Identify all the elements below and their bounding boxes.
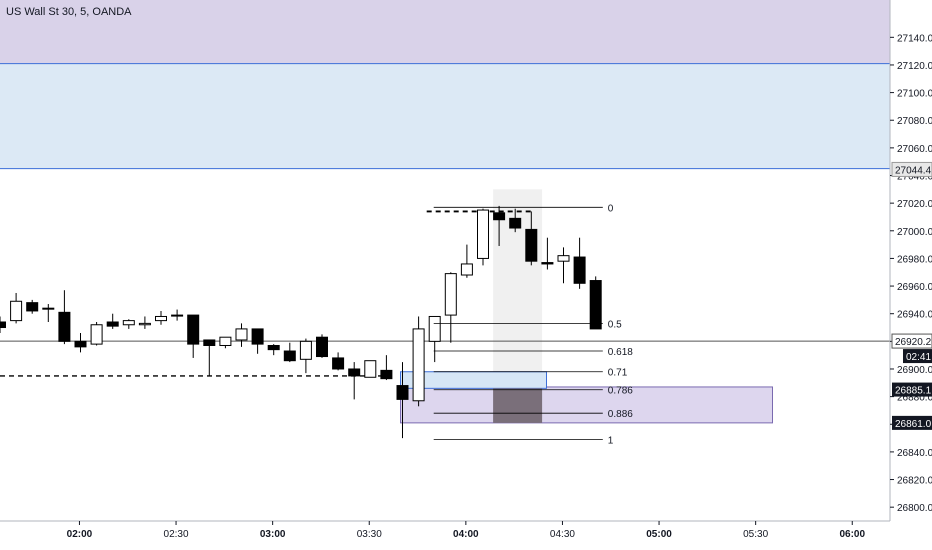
candle-up xyxy=(477,209,489,259)
y-tick-label: 26900.0 xyxy=(897,365,932,376)
y-tick-label: 27060.0 xyxy=(897,144,932,155)
supply-zone xyxy=(0,0,890,64)
y-tick-label: 27080.0 xyxy=(897,116,932,127)
price-tag-label: 26885.1 xyxy=(895,386,932,397)
candle-up xyxy=(10,300,23,322)
fib-level-label: 1 xyxy=(608,435,614,446)
y-tick-label: 27100.0 xyxy=(897,89,932,100)
y-tick-label: 27120.0 xyxy=(897,61,932,72)
current-price-label: 26920.2 xyxy=(895,337,932,348)
fib-level-label: 0.618 xyxy=(608,347,633,358)
candle-down xyxy=(58,311,71,342)
candle-up xyxy=(219,336,232,346)
blue-zone xyxy=(0,63,890,169)
y-tick-label: 26980.0 xyxy=(897,254,932,265)
candle-up xyxy=(299,340,312,360)
x-tick-label: 03:30 xyxy=(357,529,382,540)
y-tick-label: 27140.0 xyxy=(897,33,932,44)
candle-down xyxy=(26,302,39,312)
countdown-tag xyxy=(903,349,932,364)
chart-title: US Wall St 30, 5, OANDA xyxy=(6,6,132,18)
candle-down xyxy=(106,321,119,327)
candle-down xyxy=(203,339,216,346)
fib-level-label: 0.886 xyxy=(608,409,633,420)
candle-up xyxy=(138,322,151,326)
zones-layer xyxy=(0,0,890,424)
golden-zone xyxy=(493,388,543,423)
price-tag-label: 26861.0 xyxy=(895,419,932,430)
x-tick-label: 02:00 xyxy=(67,529,93,540)
price-tag-label: 27044.4 xyxy=(895,165,932,176)
x-tick-label: 06:00 xyxy=(839,529,865,540)
candle-down xyxy=(589,280,602,330)
price-tag xyxy=(891,161,932,177)
candle-down xyxy=(348,368,361,377)
candle-down xyxy=(0,321,6,329)
price-tag xyxy=(892,415,932,430)
x-tick-label: 04:30 xyxy=(550,529,575,540)
candle-down xyxy=(251,328,264,345)
y-tick-label: 26960.0 xyxy=(897,282,932,293)
current-price-tag xyxy=(891,333,932,349)
candle-down xyxy=(316,336,328,358)
demand-zone xyxy=(400,386,773,424)
x-tick-label: 03:00 xyxy=(260,529,286,540)
fibonacci-layer: 0 0.5 0.618 0.71 0.786 0.886 1 xyxy=(433,203,633,446)
candles-layer xyxy=(0,205,602,439)
y-tick-label: 26800.0 xyxy=(897,503,932,514)
candle-up xyxy=(90,324,103,345)
candle-down xyxy=(541,262,554,265)
candle-down xyxy=(332,357,345,370)
candle-down xyxy=(267,344,280,351)
y-tick-label: 26940.0 xyxy=(897,310,932,321)
candle-up xyxy=(235,328,248,341)
y-tick-label: 27040.0 xyxy=(897,172,932,183)
candle-up xyxy=(428,315,441,342)
candle-up xyxy=(444,273,457,316)
lines-layer xyxy=(0,210,890,377)
candle-up xyxy=(364,360,377,378)
y-tick-label: 26840.0 xyxy=(897,448,932,459)
candle-down xyxy=(573,256,586,284)
y-tick-label: 27020.0 xyxy=(897,199,932,210)
fib-level-label: 0.5 xyxy=(608,319,622,330)
candle-up xyxy=(122,320,135,326)
x-tick-label: 05:30 xyxy=(743,529,768,540)
candle-down xyxy=(380,369,393,380)
candle-down xyxy=(525,228,538,262)
x-tick-label: 05:00 xyxy=(646,529,672,540)
y-tick-label: 26820.0 xyxy=(897,476,932,487)
x-tick-label: 02:30 xyxy=(164,529,189,540)
candle-up xyxy=(155,315,167,322)
candle-up xyxy=(171,314,184,317)
candle-down xyxy=(74,340,87,348)
candle-down xyxy=(509,217,522,229)
candle-up xyxy=(557,255,570,262)
y-tick-label: 27000.0 xyxy=(897,227,932,238)
candle-down xyxy=(283,350,296,362)
candle-up xyxy=(460,263,473,276)
y-tick-label: 26880.0 xyxy=(897,393,932,404)
candle-down xyxy=(493,212,506,221)
fib-level-label: 0.71 xyxy=(608,368,628,379)
candle-down xyxy=(187,314,200,345)
fib-level-label: 0 xyxy=(608,203,614,214)
countdown-label: 02:41 xyxy=(906,352,931,363)
candle-up xyxy=(412,328,425,402)
candle-down xyxy=(396,385,409,400)
candle-up xyxy=(42,307,55,310)
x-tick-label: 04:00 xyxy=(453,529,479,540)
price-tag xyxy=(892,382,932,397)
fib-level-label: 0.786 xyxy=(608,386,633,397)
